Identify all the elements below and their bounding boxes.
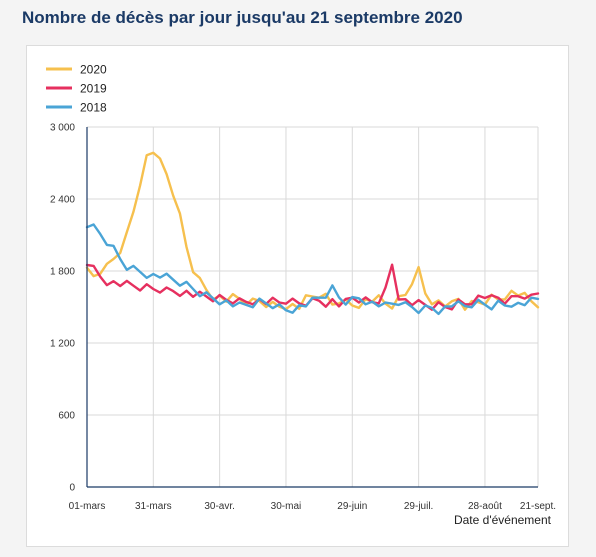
series-line-2020 (85, 151, 540, 311)
x-tick-label: 30-avr. (204, 501, 235, 512)
chart-title: Nombre de décès par jour jusqu'au 21 sep… (22, 8, 463, 27)
y-tick-label: 1 200 (50, 339, 75, 350)
x-axis-title: Date d'événement (454, 513, 552, 527)
y-tick-label: 0 (69, 483, 75, 494)
legend: 2020 2019 2018 (46, 63, 107, 115)
x-tick-label: 29-juil. (404, 501, 433, 512)
x-tick-label: 21-sept. (520, 501, 556, 512)
x-tick-label: 29-juin (337, 501, 367, 512)
y-tick-label: 3 000 (50, 123, 75, 134)
axes: 0 600 1 200 1 800 2 400 3 000 01-mars 31-mars 30… (50, 123, 556, 513)
y-tick-label: 600 (58, 411, 75, 422)
series-lines (85, 151, 540, 316)
legend-label-2020: 2020 (80, 63, 107, 77)
x-tick-label: 31-mars (135, 501, 172, 512)
x-tick-label: 01-mars (69, 501, 106, 512)
y-tick-label: 2 400 (50, 195, 75, 206)
legend-label-2018: 2018 (80, 101, 107, 115)
grid-lines (87, 126, 539, 488)
x-tick-label: 28-août (468, 501, 502, 512)
x-tick-label: 30-mai (271, 501, 302, 512)
y-tick-label: 1 800 (50, 267, 75, 278)
legend-label-2019: 2019 (80, 82, 107, 96)
series-line-2018 (85, 223, 540, 316)
